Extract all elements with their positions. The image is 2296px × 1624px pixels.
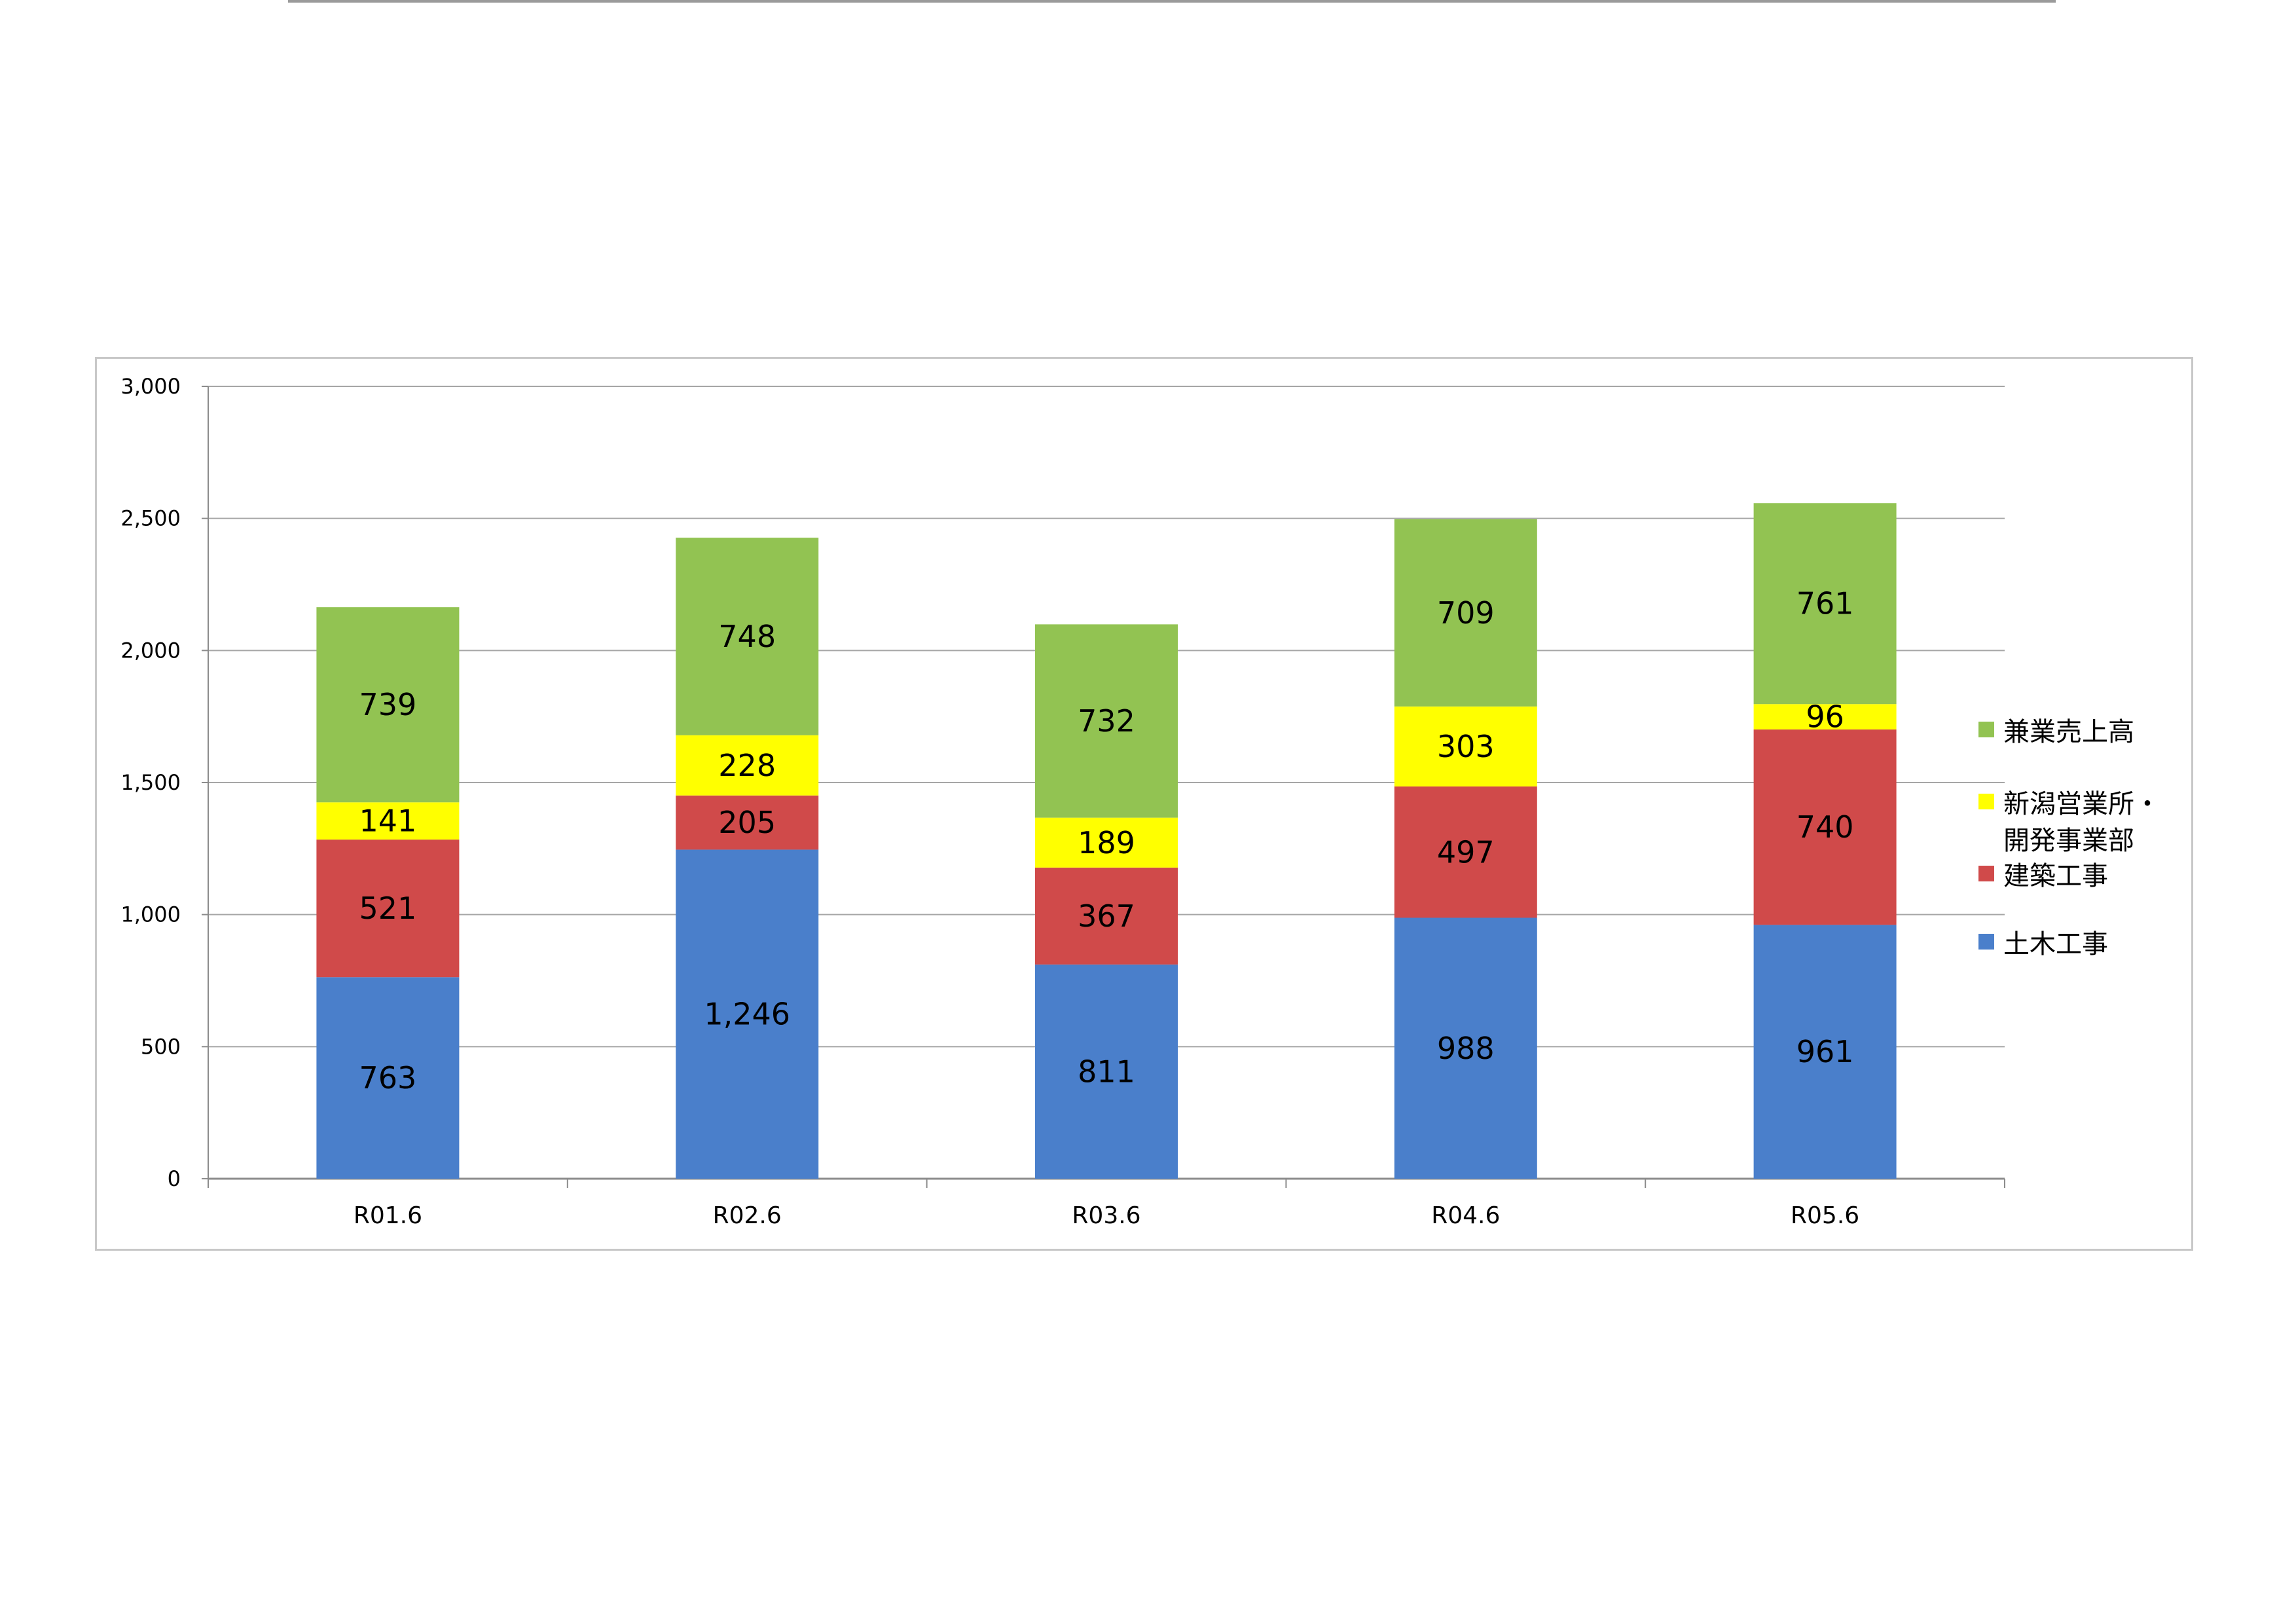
data-label-s2-c3: 303 [1437, 729, 1495, 764]
legend-label-niigata: 新潟営業所・ 開発事業部 [2003, 789, 2160, 856]
legend-label-doboku: 土木工事 [2003, 929, 2108, 959]
data-label-s1-c1: 205 [718, 805, 776, 840]
data-label-s0-c4: 961 [1796, 1034, 1854, 1069]
axes: 0 500 1,000 1,500 2,000 2,500 3,000 R01.6 R02.6 R… [120, 374, 2005, 1229]
bars [316, 503, 1897, 1179]
legend-swatch-kenchiku [1978, 866, 1994, 881]
y-tick-label-5: 2,500 [120, 506, 181, 531]
data-labels: 763 521 141 739 1,246 205 228 748 811 367 189 732 98… [359, 586, 1853, 1096]
x-category-label-3: R04.6 [1431, 1202, 1500, 1229]
bar-s0-c3 [1394, 917, 1537, 1179]
data-label-s2-c4: 96 [1806, 699, 1844, 735]
data-label-s0-c0: 763 [359, 1060, 416, 1096]
legend-label-kenchiku: 建築工事 [2003, 861, 2108, 891]
chart-frame [95, 357, 2193, 1251]
bar-s1-c3 [1394, 786, 1537, 918]
bar-s1-c2 [1035, 867, 1178, 965]
legend-swatch-niigata [1978, 794, 1994, 809]
x-category-label-2: R03.6 [1072, 1202, 1140, 1229]
data-label-s3-c3: 709 [1437, 595, 1495, 631]
legend-label-kengyo: 兼業売上高 [2003, 717, 2134, 747]
legend-item-doboku: 土木工事 [1978, 926, 2193, 963]
bar-s0-c2 [1035, 964, 1178, 1179]
data-label-s1-c2: 367 [1078, 898, 1135, 934]
bar-s0-c4 [1753, 925, 1897, 1179]
data-label-s0-c3: 988 [1437, 1031, 1495, 1066]
data-label-s1-c0: 521 [359, 891, 416, 926]
legend-item-niigata: 新潟営業所・ 開発事業部 [1978, 786, 2193, 859]
bar-s1-c0 [316, 840, 460, 978]
x-category-label-4: R05.6 [1791, 1202, 1859, 1229]
data-label-s2-c1: 228 [718, 748, 776, 783]
bar-s2-c2 [1035, 817, 1178, 868]
y-tick-label-1: 500 [141, 1034, 181, 1059]
data-label-s2-c0: 141 [359, 803, 416, 839]
data-label-s1-c4: 740 [1796, 809, 1854, 845]
bar-s2-c1 [676, 735, 819, 796]
data-label-s3-c1: 748 [718, 619, 776, 654]
data-label-s3-c4: 761 [1796, 586, 1854, 621]
bar-s1-c4 [1753, 729, 1897, 925]
y-tick-label-2: 1,000 [120, 902, 181, 927]
bar-s2-c4 [1753, 704, 1897, 729]
bar-s3-c2 [1035, 624, 1178, 818]
bar-s2-c3 [1394, 706, 1537, 787]
bar-s3-c1 [676, 538, 819, 735]
data-label-s0-c2: 811 [1078, 1054, 1135, 1089]
y-tick-label-6: 3,000 [120, 374, 181, 399]
bar-s2-c0 [316, 802, 460, 840]
x-category-label-0: R01.6 [354, 1202, 422, 1229]
scan-edge [288, 0, 2056, 3]
legend-swatch-kengyo [1978, 722, 1994, 737]
bar-s3-c0 [316, 607, 460, 803]
bar-s0-c1 [676, 849, 819, 1179]
data-label-s0-c1: 1,246 [704, 997, 790, 1032]
x-category-label-1: R02.6 [713, 1202, 782, 1229]
y-tick-label-3: 1,500 [120, 770, 181, 795]
bar-s0-c0 [316, 977, 460, 1179]
data-label-s3-c0: 739 [359, 687, 416, 722]
legend-swatch-doboku [1978, 934, 1994, 950]
bar-s3-c4 [1753, 503, 1897, 705]
legend-item-kenchiku: 建築工事 [1978, 858, 2193, 895]
bar-s1-c1 [676, 795, 819, 850]
data-label-s2-c2: 189 [1078, 825, 1135, 860]
y-tick-label-4: 2,000 [120, 638, 181, 663]
data-label-s3-c2: 732 [1078, 703, 1135, 739]
legend-item-kengyo: 兼業売上高 [1978, 714, 2193, 750]
y-tick-label-0: 0 [168, 1166, 181, 1191]
data-label-s1-c3: 497 [1437, 834, 1495, 870]
bar-s3-c3 [1394, 519, 1537, 707]
